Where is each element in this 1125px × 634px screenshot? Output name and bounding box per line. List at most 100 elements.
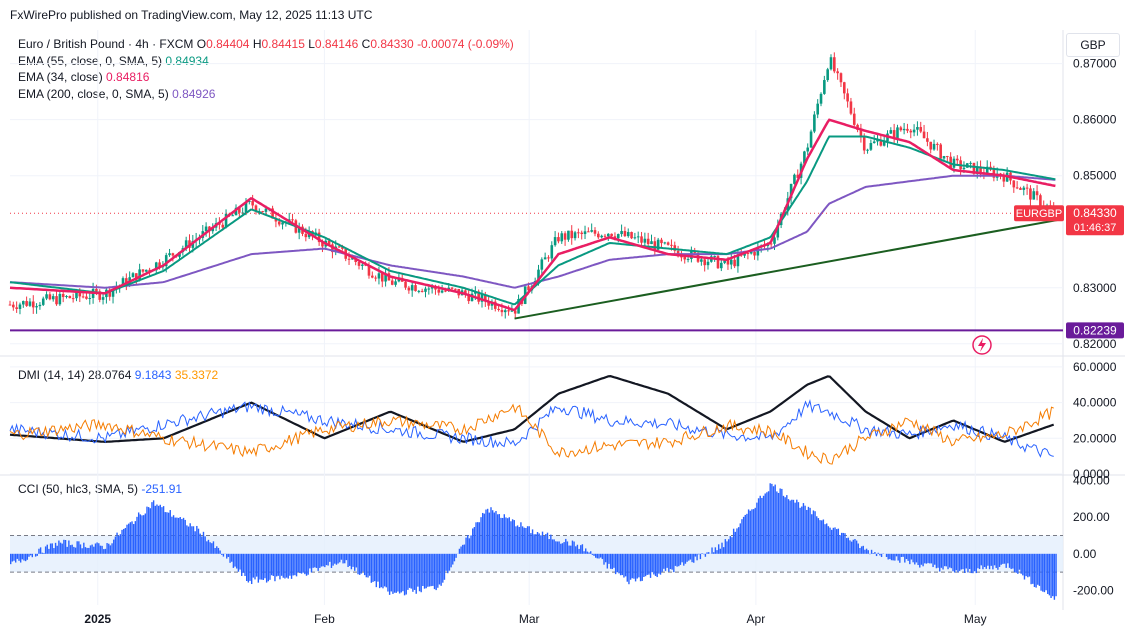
cci-bar [121,529,123,554]
cci-bar [88,547,90,554]
cci-bar [392,553,394,594]
cci-tick-label: 200.00 [1073,510,1110,524]
cci-bar [902,553,904,557]
cci-bar [201,536,203,554]
cci-bar [290,553,293,579]
ema55-line [9,135,1056,306]
cci-bar [260,553,263,580]
cci-bar [73,546,75,554]
cci-bar [108,543,110,554]
cci-bar [915,553,918,563]
ema34-row[interactable]: EMA (34, close) 0.84816 [18,69,514,86]
candle-body [101,297,105,300]
cci-bar [545,534,547,554]
candle-body [108,289,112,297]
candle-body [25,301,28,306]
cci-bar [1005,553,1007,568]
cci-bar [274,553,276,582]
cci-bar [857,543,859,554]
cci-bar [794,502,796,554]
candle-body [420,290,424,292]
candle-body [842,82,846,94]
candle-body [21,301,25,305]
cci-bar [698,553,700,555]
candle-body [141,269,145,272]
candle-body [38,304,42,307]
cci-bar [422,553,424,586]
cci-bar [835,529,838,554]
candle-body [862,136,866,151]
candle-body [477,291,480,302]
dmi-legend[interactable]: DMI (14, 14) 28.0764 9.1843 35.3372 [18,368,218,382]
cci-bar [998,553,1001,567]
cci-bar [535,534,537,554]
dmi-pane[interactable] [9,374,1055,465]
cci-bar [284,553,286,579]
cci-bar [920,553,923,565]
cci-bar [417,553,419,587]
cci-bar [729,536,732,554]
cci-bar [1003,553,1006,564]
candle-body [211,227,215,232]
cci-bar [708,552,710,554]
cci-bar [907,553,909,561]
cci-bar [754,507,756,554]
cci-pane[interactable] [10,483,1063,600]
cci-bar [948,553,951,568]
ema200-label: EMA (200, close, 0, SMA, 5) [18,86,169,101]
cci-bar [315,553,318,568]
cci-bar [280,553,283,576]
candle-body [231,215,234,217]
cci-bar [1037,553,1039,585]
cci-bar [149,508,152,554]
cci-bar [550,534,552,554]
candle-body [547,257,550,259]
candle-body [317,232,321,243]
cci-bar [279,553,281,580]
candle-body [859,129,863,137]
cci-bar [74,547,77,554]
candle-body [8,304,12,306]
candle-body [497,308,500,310]
cci-bar [661,553,663,572]
cci-bar [885,553,888,557]
cci-bar [13,553,15,561]
cci-legend[interactable]: CCI (50, hlc3, SMA, 5) -251.91 [18,482,182,496]
cci-bar [953,553,956,573]
candle-body [234,207,238,216]
cci-bar [737,527,740,554]
cci-bar [257,553,260,583]
candle-body [264,208,268,212]
cci-bar [653,553,655,575]
currency-button[interactable]: GBP [1066,33,1120,57]
cci-bar [914,553,916,565]
cci-bar [335,553,338,565]
cci-bar [801,506,803,554]
cci-bar [357,553,359,575]
cci-bar [711,547,713,554]
cci-bar [43,552,45,554]
cci-bar [78,541,80,554]
cci-bar [94,543,97,554]
cci-bar [734,531,737,554]
price-pane[interactable] [8,52,1064,355]
cci-bar [1047,553,1049,594]
ema34-value: 0.84816 [106,70,150,84]
candle-body [866,149,869,151]
cci-bar [935,553,938,569]
cci-bar [252,553,255,578]
ema200-row[interactable]: EMA (200, close, 0, SMA, 5) 0.84926 [18,86,514,103]
candle-body [806,147,810,152]
candle-body [769,243,773,245]
cci-bar [387,553,389,592]
cci-bar [701,553,703,554]
cci-bar [890,553,893,561]
symbol-row[interactable]: Euro / British Pound · 4h · FXCM O0.8440… [18,36,514,53]
candle-body [826,69,829,81]
cci-bar [1040,553,1042,591]
open-label: O [196,37,207,51]
candle-body [380,273,384,282]
candle-body [75,291,78,299]
cci-bar [749,510,751,554]
